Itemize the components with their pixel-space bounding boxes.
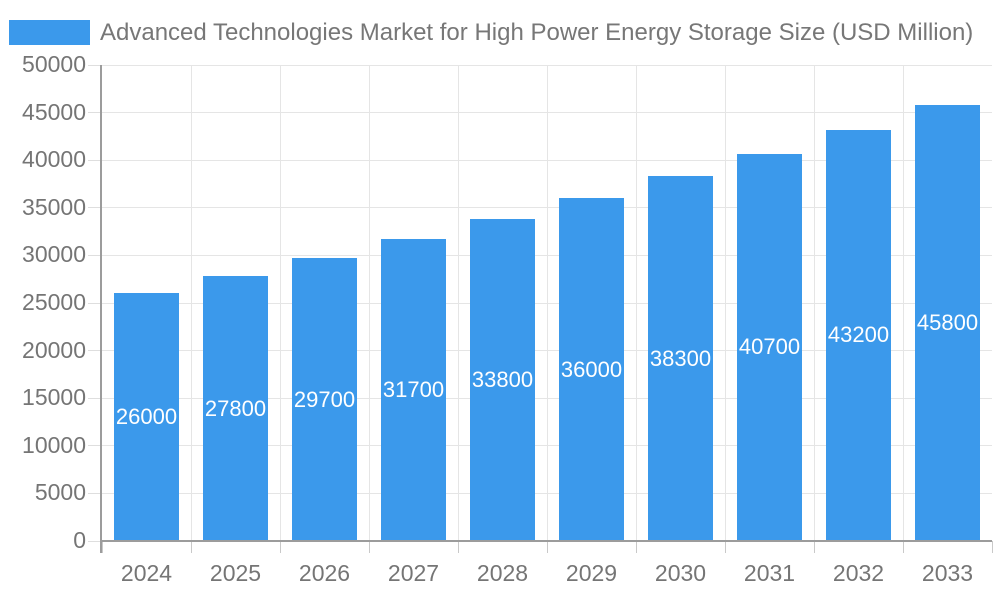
bar-value-label: 31700 — [382, 377, 445, 403]
bar-2032: 43200 — [826, 129, 891, 541]
bar-value-label: 26000 — [115, 404, 178, 430]
x-axis-label: 2027 — [387, 560, 440, 586]
y-axis-tick — [88, 254, 102, 256]
x-axis-label: 2030 — [654, 560, 707, 586]
x-axis-tick — [101, 541, 103, 553]
y-axis-label: 40000 — [22, 146, 86, 173]
x-axis-tick — [991, 541, 993, 553]
bar-2030: 38300 — [648, 176, 713, 541]
y-axis-tick — [88, 207, 102, 209]
x-axis-label: 2031 — [743, 560, 796, 586]
x-axis-label: 2029 — [565, 560, 618, 586]
y-axis-tick — [88, 540, 102, 542]
x-axis-tick — [279, 541, 281, 553]
bar-2025: 27800 — [203, 276, 268, 541]
bar-value-label: 38300 — [649, 345, 712, 371]
x-gridline — [546, 65, 548, 541]
y-axis-label: 0 — [73, 527, 86, 553]
x-axis-label: 2024 — [120, 560, 173, 586]
x-axis-tick — [724, 541, 726, 553]
y-axis-label: 20000 — [22, 336, 86, 363]
x-gridline — [368, 65, 370, 541]
y-axis-label: 10000 — [22, 431, 86, 458]
bar-2026: 29700 — [292, 258, 357, 541]
y-axis-label: 30000 — [22, 241, 86, 268]
x-gridline — [635, 65, 637, 541]
x-gridline — [813, 65, 815, 541]
y-axis-label: 15000 — [22, 384, 86, 411]
y-axis-line — [100, 65, 102, 553]
x-gridline — [724, 65, 726, 541]
bar-value-label: 45800 — [916, 309, 979, 335]
x-axis-label: 2032 — [832, 560, 885, 586]
bar-2029: 36000 — [559, 198, 624, 541]
y-axis-label: 50000 — [22, 51, 86, 77]
y-axis-tick — [88, 302, 102, 304]
x-axis-tick — [813, 541, 815, 553]
y-axis-tick — [88, 64, 102, 66]
x-axis-label: 2026 — [298, 560, 351, 586]
bar-value-label: 36000 — [560, 356, 623, 382]
x-axis-line — [102, 540, 992, 542]
x-axis-tick — [902, 541, 904, 553]
y-axis-label: 5000 — [34, 479, 86, 506]
y-axis-tick — [88, 492, 102, 494]
x-axis-tick — [190, 541, 192, 553]
bar-value-label: 33800 — [471, 367, 534, 393]
bar-2033: 45800 — [915, 104, 980, 541]
bar-2027: 31700 — [381, 239, 446, 541]
y-axis-label: 25000 — [22, 289, 86, 315]
x-gridline — [457, 65, 459, 541]
bar-value-label: 29700 — [293, 386, 356, 412]
x-axis-label: 2025 — [209, 560, 262, 586]
y-axis-label: 45000 — [22, 98, 86, 125]
x-gridline — [190, 65, 192, 541]
x-gridline — [279, 65, 281, 541]
chart-title: Advanced Technologies Market for High Po… — [100, 19, 974, 46]
y-axis-label: 35000 — [22, 193, 86, 220]
x-axis-label: 2033 — [921, 560, 974, 586]
y-axis-tick — [88, 159, 102, 161]
legend-swatch[interactable] — [9, 20, 90, 45]
x-axis-tick — [635, 541, 637, 553]
y-axis-tick — [88, 397, 102, 399]
y-axis-tick — [88, 350, 102, 352]
y-axis-tick — [88, 445, 102, 447]
x-gridline — [902, 65, 904, 541]
x-axis-tick — [546, 541, 548, 553]
x-axis-label: 2028 — [476, 560, 529, 586]
bar-value-label: 27800 — [204, 395, 267, 421]
bar-2024: 26000 — [114, 293, 179, 541]
x-axis-tick — [457, 541, 459, 553]
bar-value-label: 40700 — [738, 334, 801, 360]
bar-value-label: 43200 — [827, 322, 890, 348]
bar-2028: 33800 — [470, 219, 535, 541]
bar-2031: 40700 — [737, 153, 802, 541]
y-axis-tick — [88, 112, 102, 114]
x-axis-tick — [368, 541, 370, 553]
